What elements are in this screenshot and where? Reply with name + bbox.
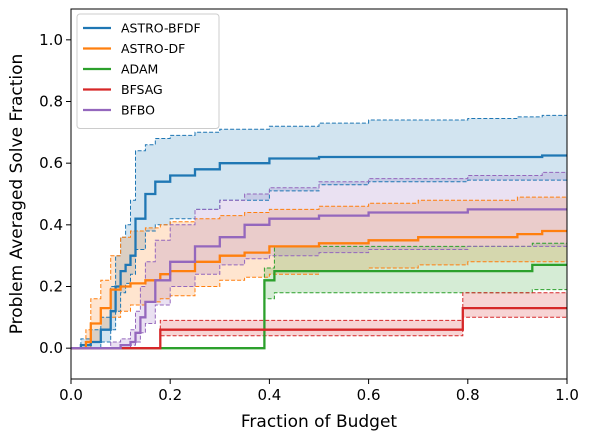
lower-bound-astro-bfdf [71, 179, 567, 349]
y-axis-label: Problem Averaged Solve Fraction [7, 54, 27, 335]
y-tick-label: 0.4 [39, 216, 63, 234]
x-axis-ticks: 0.0 0.2 0.4 0.6 0.8 1.0 [59, 379, 579, 404]
y-tick-label: 0.8 [39, 93, 63, 111]
series-line-bfbo [71, 208, 567, 350]
series-line-astro-bfdf [71, 154, 567, 350]
band-bfsag [71, 292, 567, 349]
y-tick-label: 0.2 [39, 278, 63, 296]
series-line-bfsag [71, 306, 567, 350]
x-tick-label: 0.2 [158, 386, 182, 404]
y-tick-label: 1.0 [39, 31, 63, 49]
lower-bound-bfbo [71, 245, 567, 349]
y-tick-label: 0.0 [39, 339, 63, 357]
band-adam [71, 243, 567, 349]
plot-frame [70, 8, 568, 380]
x-tick-label: 0.4 [257, 386, 281, 404]
x-tick-label: 0.8 [456, 386, 480, 404]
legend-box [76, 13, 220, 129]
legend-label: ASTRO-DF [121, 41, 185, 56]
legend-label: BFBO [121, 103, 155, 118]
legend-label: BFSAG [121, 82, 163, 97]
x-tick-label: 1.0 [555, 386, 579, 404]
series-line-adam [71, 263, 567, 350]
x-axis-label: Fraction of Budget [241, 412, 398, 432]
series-lines [71, 154, 567, 350]
band-astro-df [71, 197, 567, 349]
upper-bound-astro-bfdf [71, 114, 567, 349]
upper-bound-bfbo [71, 171, 567, 349]
y-axis-ticks: 0.0 0.2 0.4 0.6 0.8 1.0 [39, 31, 71, 357]
legend: ASTRO-BFDF ASTRO-DF ADAM BFSAG BFBO [76, 13, 220, 129]
lower-bound-adam [71, 289, 567, 349]
upper-bound-adam [71, 242, 567, 349]
x-tick-label: 0.6 [357, 386, 381, 404]
y-tick-label: 0.6 [39, 154, 63, 172]
lower-bound-astro-df [71, 261, 567, 349]
legend-label: ADAM [121, 62, 158, 77]
legend-label: ASTRO-BFDF [121, 21, 201, 36]
x-tick-label: 0.0 [59, 386, 83, 404]
upper-bound-astro-df [71, 196, 567, 349]
series-line-astro-df [71, 229, 567, 350]
